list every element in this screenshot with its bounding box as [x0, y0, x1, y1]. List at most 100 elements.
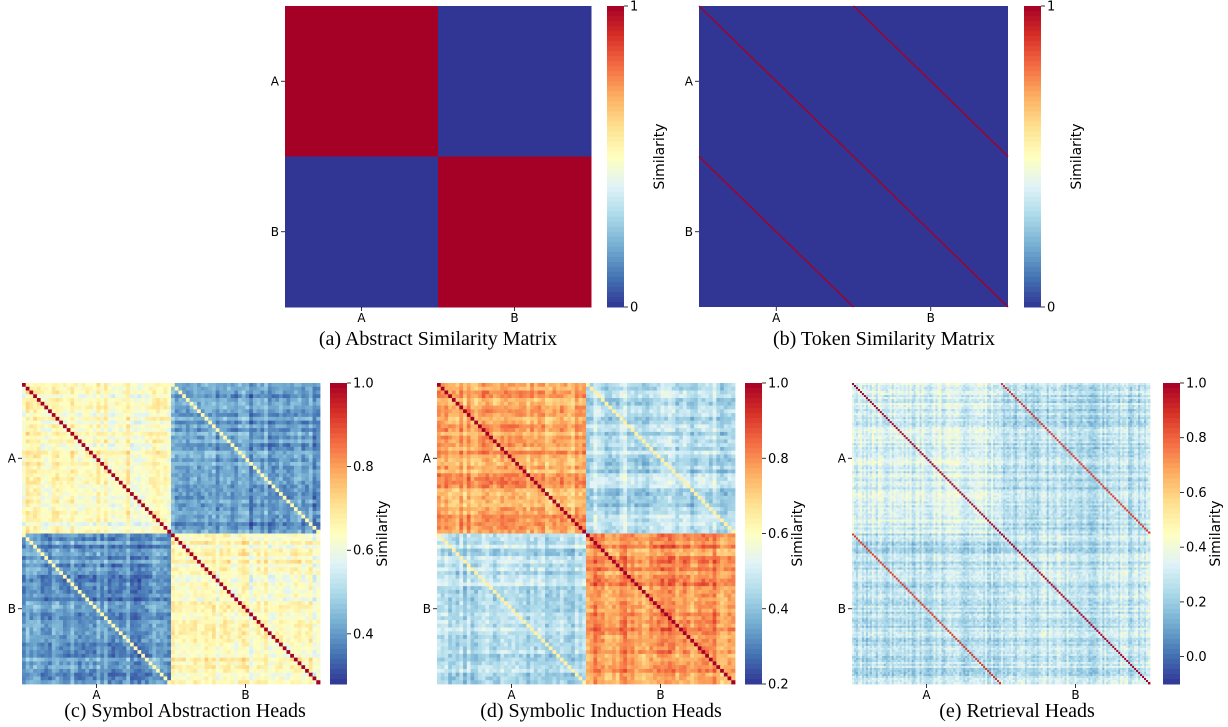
heatmap-cell: [290, 390, 295, 395]
heatmap-cell: [178, 405, 183, 410]
heatmap-cell: [144, 510, 150, 516]
heatmap-cell: [226, 533, 232, 538]
heatmap-cell: [159, 413, 164, 418]
heatmap-cell: [312, 537, 317, 542]
heatmap-cell: [290, 420, 295, 425]
heatmap-cell: [92, 383, 97, 388]
heatmap-cell: [223, 439, 228, 444]
heatmap-cell: [130, 552, 135, 557]
heatmap-cell: [152, 544, 157, 549]
heatmap-cell: [252, 533, 258, 538]
heatmap-cell: [185, 518, 191, 523]
heatmap-cell: [308, 541, 313, 546]
heatmap-cell: [238, 518, 243, 523]
heatmap-cell: [238, 578, 243, 583]
heatmap-cell: [171, 507, 176, 512]
heatmap-cell: [33, 488, 38, 493]
heatmap-cell: [234, 604, 239, 610]
heatmap-cell: [275, 484, 280, 489]
heatmap-cell: [122, 394, 127, 399]
heatmap-cell: [312, 544, 317, 549]
heatmap-cell: [48, 398, 53, 403]
heatmap-cell: [144, 522, 150, 527]
heatmap-cell: [126, 559, 131, 564]
heatmap-cell: [271, 431, 276, 437]
heatmap-cell: [115, 563, 120, 568]
heatmap-cell: [51, 574, 56, 580]
heatmap-cell: [279, 477, 284, 482]
heatmap-cell: [40, 465, 45, 470]
heatmap-cell: [275, 586, 280, 591]
heatmap-cell: [219, 492, 224, 497]
heatmap-cell: [305, 507, 310, 512]
heatmap-cell: [141, 567, 146, 572]
heatmap-cell: [238, 401, 243, 406]
heatmap-cell: [286, 480, 291, 485]
colorbar-segment: [1024, 116, 1041, 122]
heatmap-cell: [264, 477, 269, 482]
heatmap-cell: [182, 386, 187, 391]
heatmap-cell: [260, 413, 265, 418]
heatmap-cell: [271, 548, 276, 553]
heatmap-cell: [189, 390, 194, 395]
heatmap-cell: [293, 484, 299, 489]
heatmap-cell: [264, 567, 269, 572]
heatmap-cell: [305, 465, 310, 470]
heatmap-cell: [81, 413, 86, 418]
heatmap-cell: [29, 450, 34, 455]
heatmap-cell: [66, 454, 71, 459]
heatmap-cell: [279, 458, 284, 463]
heatmap-cell: [74, 597, 79, 602]
heatmap-cell: [256, 567, 261, 572]
heatmap-cell: [185, 394, 191, 399]
heatmap-cell: [115, 578, 120, 583]
heatmap-cell: [55, 514, 60, 519]
heatmap-cell: [25, 495, 30, 501]
heatmap-cell: [256, 386, 261, 391]
heatmap-cell: [312, 454, 317, 459]
heatmap-cell: [62, 383, 68, 388]
heatmap-cell: [22, 518, 27, 523]
heatmap-cell: [223, 522, 228, 527]
heatmap-cell: [223, 537, 228, 542]
heatmap-cell: [66, 556, 71, 561]
heatmap-cell: [51, 424, 56, 429]
heatmap-cell: [126, 383, 131, 388]
heatmap-cell: [33, 492, 38, 497]
heatmap-cell: [156, 533, 161, 538]
heatmap-cell: [77, 446, 83, 452]
heatmap-cell: [182, 514, 187, 519]
heatmap-cell: [197, 529, 202, 534]
heatmap-cell: [293, 548, 299, 553]
heatmap-cell: [226, 484, 232, 489]
heatmap-cell: [308, 394, 313, 399]
heatmap-cell: [171, 495, 176, 501]
heatmap-cell: [70, 469, 75, 474]
heatmap-cell: [107, 604, 112, 610]
heatmap-cell: [264, 525, 269, 531]
heatmap-cell: [204, 525, 209, 531]
heatmap-cell: [171, 514, 176, 519]
heatmap-cell: [211, 386, 217, 391]
heatmap-cell: [122, 571, 127, 576]
heatmap-cell: [130, 507, 135, 512]
heatmap-cell: [29, 525, 34, 531]
heatmap-cell: [308, 514, 313, 519]
heatmap-cell: [40, 582, 45, 587]
heatmap-cell: [297, 413, 302, 418]
heatmap-cell: [126, 446, 131, 452]
heatmap-cell: [215, 522, 220, 527]
heatmap-cell: [107, 484, 112, 489]
heatmap-cell: [174, 473, 179, 478]
heatmap-cell: [48, 469, 53, 474]
heatmap-cell: [200, 383, 205, 388]
heatmap-cell: [22, 563, 27, 568]
heatmap-cell: [211, 541, 217, 546]
heatmap-cell: [234, 428, 239, 433]
heatmap-cell: [44, 416, 49, 422]
heatmap-cell: [159, 435, 164, 440]
heatmap-cell: [223, 401, 228, 406]
heatmap-cell: [193, 394, 198, 399]
heatmap-cell: [144, 462, 150, 467]
heatmap-cell: [241, 405, 246, 410]
